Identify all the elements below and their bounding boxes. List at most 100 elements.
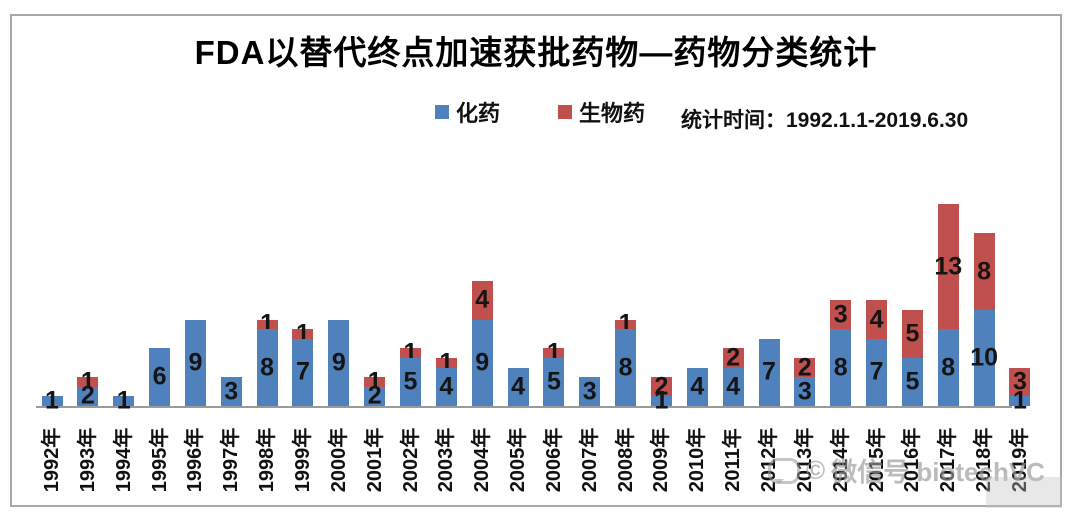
bar-segment-chem-2012: 7	[758, 338, 780, 406]
bar-segment-bio-2017: 13	[934, 204, 962, 330]
chart-title: FDA以替代终点加速获批药物—药物分类统计	[194, 34, 878, 71]
bar-segment-chem-1997: 3	[220, 377, 242, 406]
bar-2012: 7	[758, 338, 780, 406]
bar-segment-bio-2006: 1	[543, 340, 565, 365]
bar-segment-bio-2019: 3	[1009, 367, 1031, 397]
x-axis-label-1996: 1996年	[184, 427, 207, 493]
x-axis-label-2005: 2005年	[507, 427, 530, 493]
bar-1997: 3	[220, 377, 242, 406]
x-axis-label-2000: 2000年	[327, 427, 350, 493]
segment-value-label: 1	[1012, 386, 1027, 415]
bar-segment-bio-2016: 5	[901, 310, 923, 358]
segment-value-label: 8	[977, 257, 992, 286]
x-axis-line	[36, 406, 1012, 408]
segment-value-label: 6	[152, 362, 167, 391]
bar-1996: 9	[184, 319, 206, 406]
segment-value-label: 9	[475, 348, 490, 377]
legend-item-chem: 化药	[434, 96, 500, 128]
segment-value-label: 3	[224, 377, 239, 406]
bar-segment-chem-2008: 8	[615, 329, 637, 406]
bar-segment-bio-2014: 3	[830, 300, 852, 330]
segment-value-label: 1	[654, 386, 669, 415]
segment-value-label: 10	[970, 343, 998, 372]
bar-segment-chem-1992: 1	[41, 388, 63, 413]
segment-value-label: 7	[295, 357, 310, 386]
segment-value-label: 8	[833, 353, 848, 382]
segment-value-label: 3	[797, 377, 812, 406]
segment-value-label: 2	[726, 343, 741, 372]
x-axis-label-1993: 1993年	[76, 427, 99, 493]
x-axis-label-1997: 1997年	[220, 427, 243, 493]
legend: 化药 生物药	[0, 96, 1080, 128]
stat-time-note: 统计时间：1992.1.1-2019.6.30	[681, 109, 969, 132]
segment-value-label: 1	[45, 386, 59, 415]
bar-segment-chem-2009: 1	[650, 388, 672, 413]
chat-bubble-icon	[768, 457, 800, 484]
bar-2000: 9	[328, 319, 350, 406]
bar-segment-chem-1999: 7	[292, 338, 314, 406]
segment-value-label: 3	[582, 377, 597, 406]
x-axis-label-1999: 1999年	[291, 427, 314, 493]
legend-label-chem: 化药	[455, 101, 500, 126]
segment-value-label: 4	[475, 285, 490, 314]
bar-segment-chem-2007: 3	[579, 377, 601, 406]
bar-segment-chem-1995: 6	[149, 348, 171, 406]
x-axis-label-2003: 2003年	[435, 427, 458, 493]
bar-segment-bio-2003: 1	[435, 350, 457, 375]
bar-segment-chem-2010: 4	[686, 367, 708, 406]
bar-segment-chem-2017: 8	[937, 329, 959, 406]
bar-1994: 1	[113, 388, 135, 413]
legend-label-bio: 生物药	[579, 101, 646, 126]
bar-segment-chem-1994: 1	[113, 388, 135, 413]
segment-value-label: 1	[116, 386, 131, 415]
segment-value-label: 5	[905, 367, 920, 396]
x-axis-label-2006: 2006年	[542, 427, 565, 493]
watermark-copyright: ©	[806, 455, 826, 485]
segment-value-label: 4	[439, 372, 454, 401]
segment-value-label: 4	[690, 372, 705, 401]
segment-value-label: 7	[869, 357, 884, 386]
bar-segment-bio-2011: 2	[722, 345, 744, 370]
segment-value-label: 4	[726, 372, 741, 401]
segment-value-label: 3	[1012, 367, 1027, 396]
bar-1995: 6	[149, 348, 171, 406]
bar-segment-chem-2000: 9	[328, 319, 350, 406]
bar-segment-chem-2016: 5	[901, 358, 923, 406]
x-axis-label-2007: 2007年	[578, 427, 601, 493]
bar-2010: 4	[686, 367, 708, 406]
x-axis-label-2001: 2001年	[363, 427, 386, 493]
bar-2018: 8 10	[970, 233, 998, 406]
bar-segment-bio-2009: 2	[650, 374, 672, 399]
bar-segment-chem-2015: 7	[866, 338, 888, 406]
bar-segment-bio-1999: 1	[292, 321, 314, 346]
watermark: © 微信号 biotechVC	[768, 452, 1045, 489]
segment-value-label: 2	[797, 353, 812, 382]
bar-2005: 4	[507, 367, 529, 406]
segment-value-label: 3	[833, 300, 848, 329]
bar-segment-chem-2013: 3	[794, 377, 816, 406]
bar-segment-chem-2019: 1	[1009, 388, 1031, 413]
x-axis-label-1998: 1998年	[256, 427, 279, 493]
x-axis-label-2009: 2009年	[650, 427, 673, 493]
bar-segment-bio-2008: 1	[615, 311, 637, 336]
segment-value-label: 2	[654, 372, 669, 401]
segment-value-label: 2	[367, 381, 382, 410]
bar-segment-chem-2001: 2	[364, 383, 386, 408]
bar-segment-chem-1993: 2	[77, 383, 99, 408]
bar-segment-chem-2005: 4	[507, 367, 529, 406]
x-axis-label-2011: 2011年	[722, 428, 745, 492]
x-axis-label-2010: 2010年	[686, 427, 709, 493]
bio-color-swatch	[558, 105, 572, 119]
